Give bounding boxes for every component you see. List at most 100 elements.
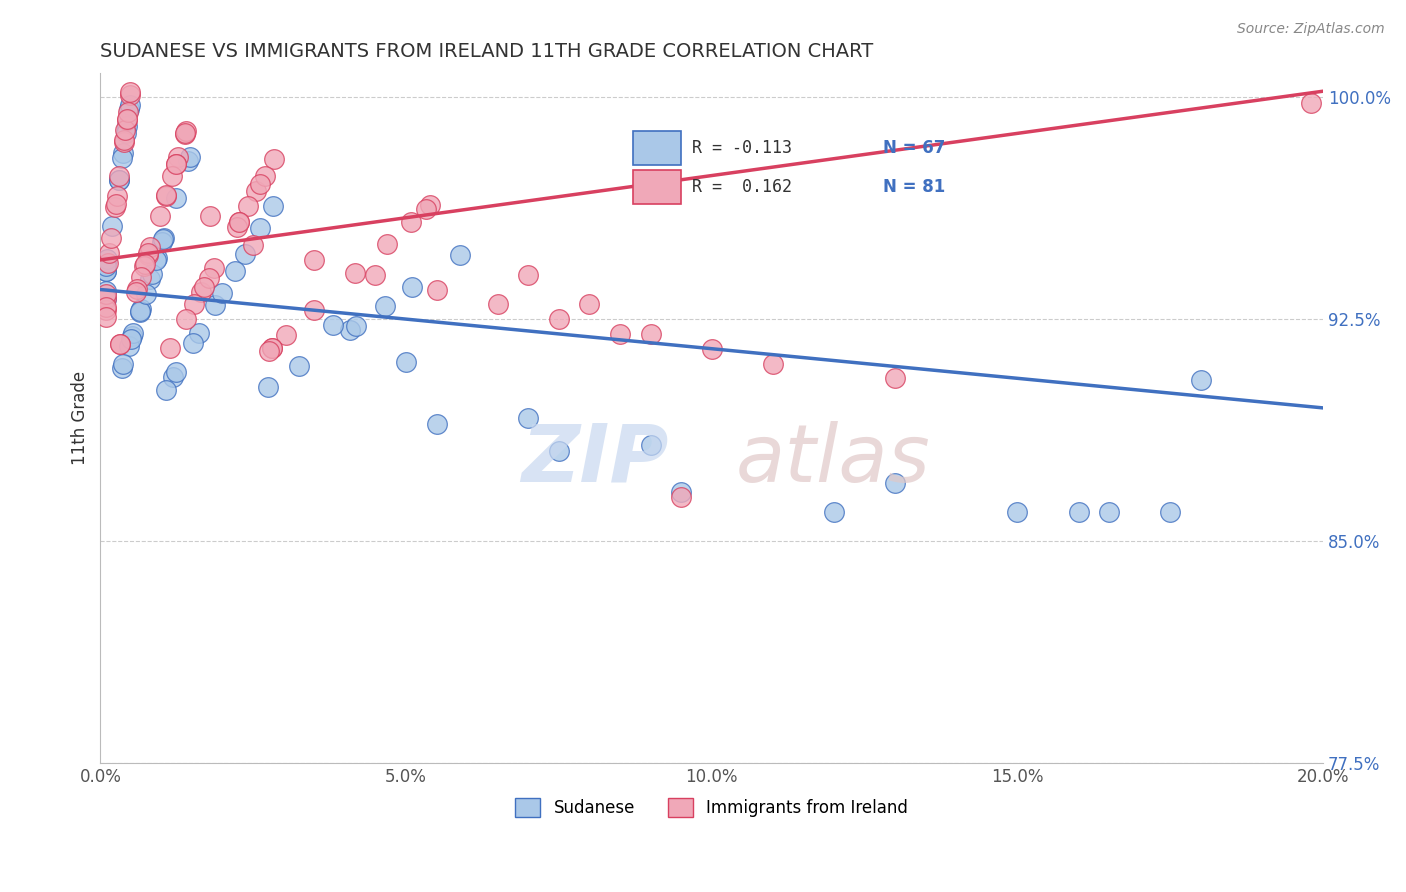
Point: [115, 112, 138, 127]
Point: [152, 232, 174, 246]
Point: [160, 169, 183, 184]
Point: [96, 264, 118, 278]
Point: [253, 169, 276, 183]
Point: [578, 297, 600, 311]
Point: [276, 328, 298, 343]
Point: [179, 150, 201, 164]
Point: [262, 199, 284, 213]
Point: [395, 355, 418, 369]
Point: [120, 332, 142, 346]
Point: [190, 285, 212, 299]
Text: atlas: atlas: [737, 421, 931, 499]
Point: [100, 231, 122, 245]
Point: [426, 417, 449, 431]
Point: [101, 219, 124, 234]
Point: [136, 248, 159, 262]
Point: [249, 220, 271, 235]
Point: [145, 253, 167, 268]
Point: [96, 302, 118, 317]
Point: [304, 252, 326, 267]
Point: [96, 287, 118, 301]
Point: [146, 251, 169, 265]
Point: [117, 104, 139, 119]
Point: [449, 247, 471, 261]
Point: [129, 269, 152, 284]
Point: [108, 169, 131, 184]
Point: [97, 256, 120, 270]
Point: [115, 112, 138, 126]
Point: [343, 267, 366, 281]
Point: [111, 146, 134, 161]
Point: [105, 189, 128, 203]
Point: [96, 259, 118, 273]
Point: [415, 202, 437, 216]
Y-axis label: 11th Grade: 11th Grade: [72, 371, 89, 466]
Point: [96, 292, 118, 306]
Point: [118, 102, 141, 116]
Point: [322, 318, 344, 333]
Point: [165, 157, 187, 171]
Point: [257, 344, 280, 359]
Point: [96, 300, 118, 314]
Point: [419, 198, 441, 212]
Point: [236, 199, 259, 213]
Point: [134, 257, 156, 271]
Point: [211, 286, 233, 301]
Point: [1098, 504, 1121, 518]
Point: [107, 173, 129, 187]
Point: [548, 312, 571, 326]
Point: [256, 380, 278, 394]
Point: [374, 299, 396, 313]
Point: [127, 282, 149, 296]
Point: [114, 126, 136, 140]
Point: [884, 476, 907, 491]
Point: [96, 264, 118, 278]
Point: [228, 215, 250, 229]
Point: [122, 326, 145, 340]
Point: [155, 189, 177, 203]
Point: [129, 304, 152, 318]
Point: [200, 209, 222, 223]
Point: [96, 285, 118, 299]
Point: [548, 443, 571, 458]
Point: [399, 215, 422, 229]
Point: [136, 246, 159, 260]
Point: [823, 504, 845, 518]
Point: [152, 231, 174, 245]
Point: [129, 301, 152, 316]
Point: [98, 246, 121, 260]
Point: [177, 153, 200, 168]
Legend: Sudanese, Immigrants from Ireland: Sudanese, Immigrants from Ireland: [509, 791, 915, 824]
Point: [183, 297, 205, 311]
Point: [225, 219, 247, 234]
Point: [640, 438, 662, 452]
Point: [762, 357, 785, 371]
Point: [517, 268, 540, 282]
Point: [1299, 96, 1322, 111]
Point: [224, 264, 246, 278]
Point: [640, 326, 662, 341]
Point: [149, 210, 172, 224]
Point: [245, 184, 267, 198]
Point: [141, 267, 163, 281]
Point: [344, 318, 367, 333]
Point: [112, 135, 135, 149]
Point: [118, 87, 141, 102]
Point: [150, 235, 173, 250]
Point: [401, 280, 423, 294]
Point: [197, 271, 219, 285]
Point: [121, 329, 143, 343]
Point: [162, 370, 184, 384]
Point: [120, 85, 142, 99]
Point: [165, 191, 187, 205]
Point: [669, 490, 692, 504]
Point: [129, 304, 152, 318]
Point: [669, 485, 692, 500]
Point: [174, 127, 197, 141]
Point: [1007, 504, 1029, 518]
Point: [262, 341, 284, 355]
Point: [134, 259, 156, 273]
Point: [174, 312, 197, 326]
Point: [288, 359, 311, 373]
Point: [181, 336, 204, 351]
